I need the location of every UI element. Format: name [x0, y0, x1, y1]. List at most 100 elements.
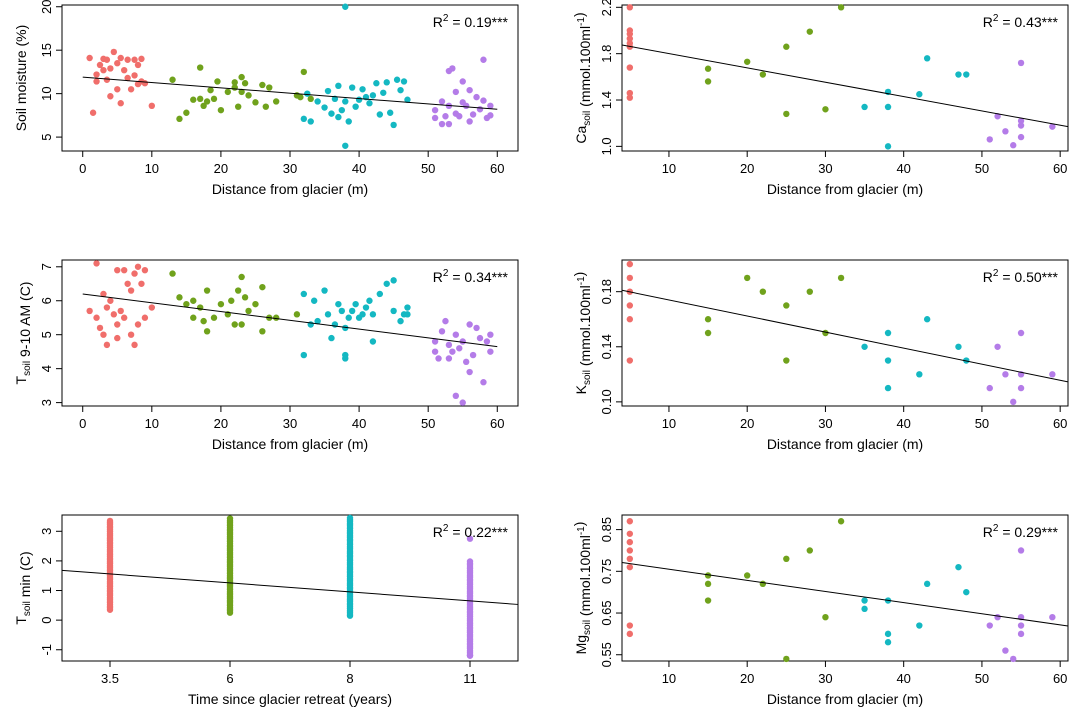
data-point [110, 48, 118, 56]
data-point [345, 118, 352, 125]
x-axis-label: Distance from glacier (m) [767, 691, 923, 707]
data-point [127, 287, 135, 294]
data-point [383, 280, 390, 287]
y-axis-label: Tsoil min (C) [13, 551, 33, 624]
data-point [1002, 371, 1009, 378]
data-point [376, 290, 384, 298]
data-point [169, 270, 176, 277]
data-point [1017, 622, 1025, 629]
data-point [297, 93, 304, 101]
data-point [955, 563, 962, 571]
data-point [93, 314, 100, 321]
data-point [117, 54, 124, 62]
data-point [404, 304, 411, 311]
x-tick-label: 0 [79, 161, 86, 176]
data-point [1002, 128, 1009, 135]
y-tick-label: 10 [39, 86, 54, 100]
x-tick-label: 40 [352, 416, 366, 431]
data-point [259, 283, 266, 291]
data-point [383, 79, 390, 86]
data-point [743, 58, 751, 65]
data-point [148, 102, 156, 110]
data-point [1017, 630, 1025, 638]
data-point [837, 274, 845, 282]
data-point [293, 311, 301, 318]
data-point [783, 110, 790, 118]
data-point [466, 535, 474, 542]
data-point [114, 266, 121, 274]
x-tick-label: 60 [1053, 671, 1067, 686]
data-point [986, 622, 993, 629]
data-point [203, 287, 211, 294]
x-axis-label: Distance from glacier (m) [212, 436, 368, 452]
data-point [107, 65, 114, 72]
data-point [190, 297, 197, 304]
data-point [359, 86, 366, 93]
data-point [321, 287, 328, 294]
data-point [131, 270, 138, 277]
data-point [338, 106, 346, 114]
data-point [300, 68, 308, 76]
data-point [783, 655, 790, 663]
y-tick-label: 0.14 [599, 334, 614, 359]
data-point [348, 84, 356, 91]
data-point [704, 78, 712, 85]
y-tick-label: 0.65 [599, 600, 614, 625]
data-point [234, 287, 242, 294]
data-point [704, 580, 712, 588]
data-point [117, 100, 124, 107]
y-tick-label: 5 [39, 331, 54, 338]
data-point [259, 81, 266, 89]
data-point [955, 71, 962, 78]
y-axis-label: Soil moisture (%) [13, 25, 29, 132]
data-point [114, 86, 121, 93]
x-tick-label: 30 [818, 416, 832, 431]
panel-e: 3.5 6 8 11 -1 0 1 2 3 Time since glacier retreat … [13, 514, 519, 707]
data-point [355, 96, 363, 103]
regression-line [621, 44, 1069, 128]
regression-line [621, 562, 1069, 627]
data-point [445, 341, 453, 349]
data-point [861, 605, 868, 613]
data-point [487, 112, 494, 119]
x-tick-label: 30 [818, 161, 832, 176]
x-tick-label: 50 [975, 671, 989, 686]
data-point [304, 90, 311, 97]
data-point [1010, 142, 1017, 149]
data-point [366, 100, 373, 107]
data-point [459, 399, 466, 406]
data-point [373, 80, 380, 87]
data-point [138, 55, 145, 63]
y-tick-label: 1.0 [599, 137, 614, 155]
y-axis-label: Casoil (mmol.100ml-1) [571, 12, 593, 143]
x-tick-label: 20 [214, 416, 228, 431]
data-point [93, 260, 100, 267]
x-tick-label: 50 [421, 416, 435, 431]
x-tick-label: 20 [740, 416, 754, 431]
data-point [884, 357, 892, 364]
data-point [238, 321, 245, 328]
data-point [476, 106, 484, 113]
data-point [335, 82, 342, 90]
data-point [397, 86, 404, 94]
data-point [884, 143, 892, 150]
data-point [480, 56, 487, 63]
data-point [259, 328, 266, 335]
data-point [487, 348, 494, 355]
regression-line [61, 569, 519, 605]
data-point [352, 300, 359, 308]
data-point [86, 307, 93, 315]
data-point [107, 297, 114, 304]
x-tick-label: 40 [352, 161, 366, 176]
data-point [176, 115, 183, 123]
y-tick-label: 2 [39, 557, 54, 564]
data-point [626, 316, 634, 323]
data-point [806, 547, 813, 554]
data-point [626, 260, 634, 268]
data-point [466, 368, 473, 376]
data-point [96, 324, 104, 332]
data-point [480, 97, 487, 104]
data-point [626, 30, 634, 38]
data-point [400, 78, 408, 85]
data-point [1010, 398, 1017, 406]
